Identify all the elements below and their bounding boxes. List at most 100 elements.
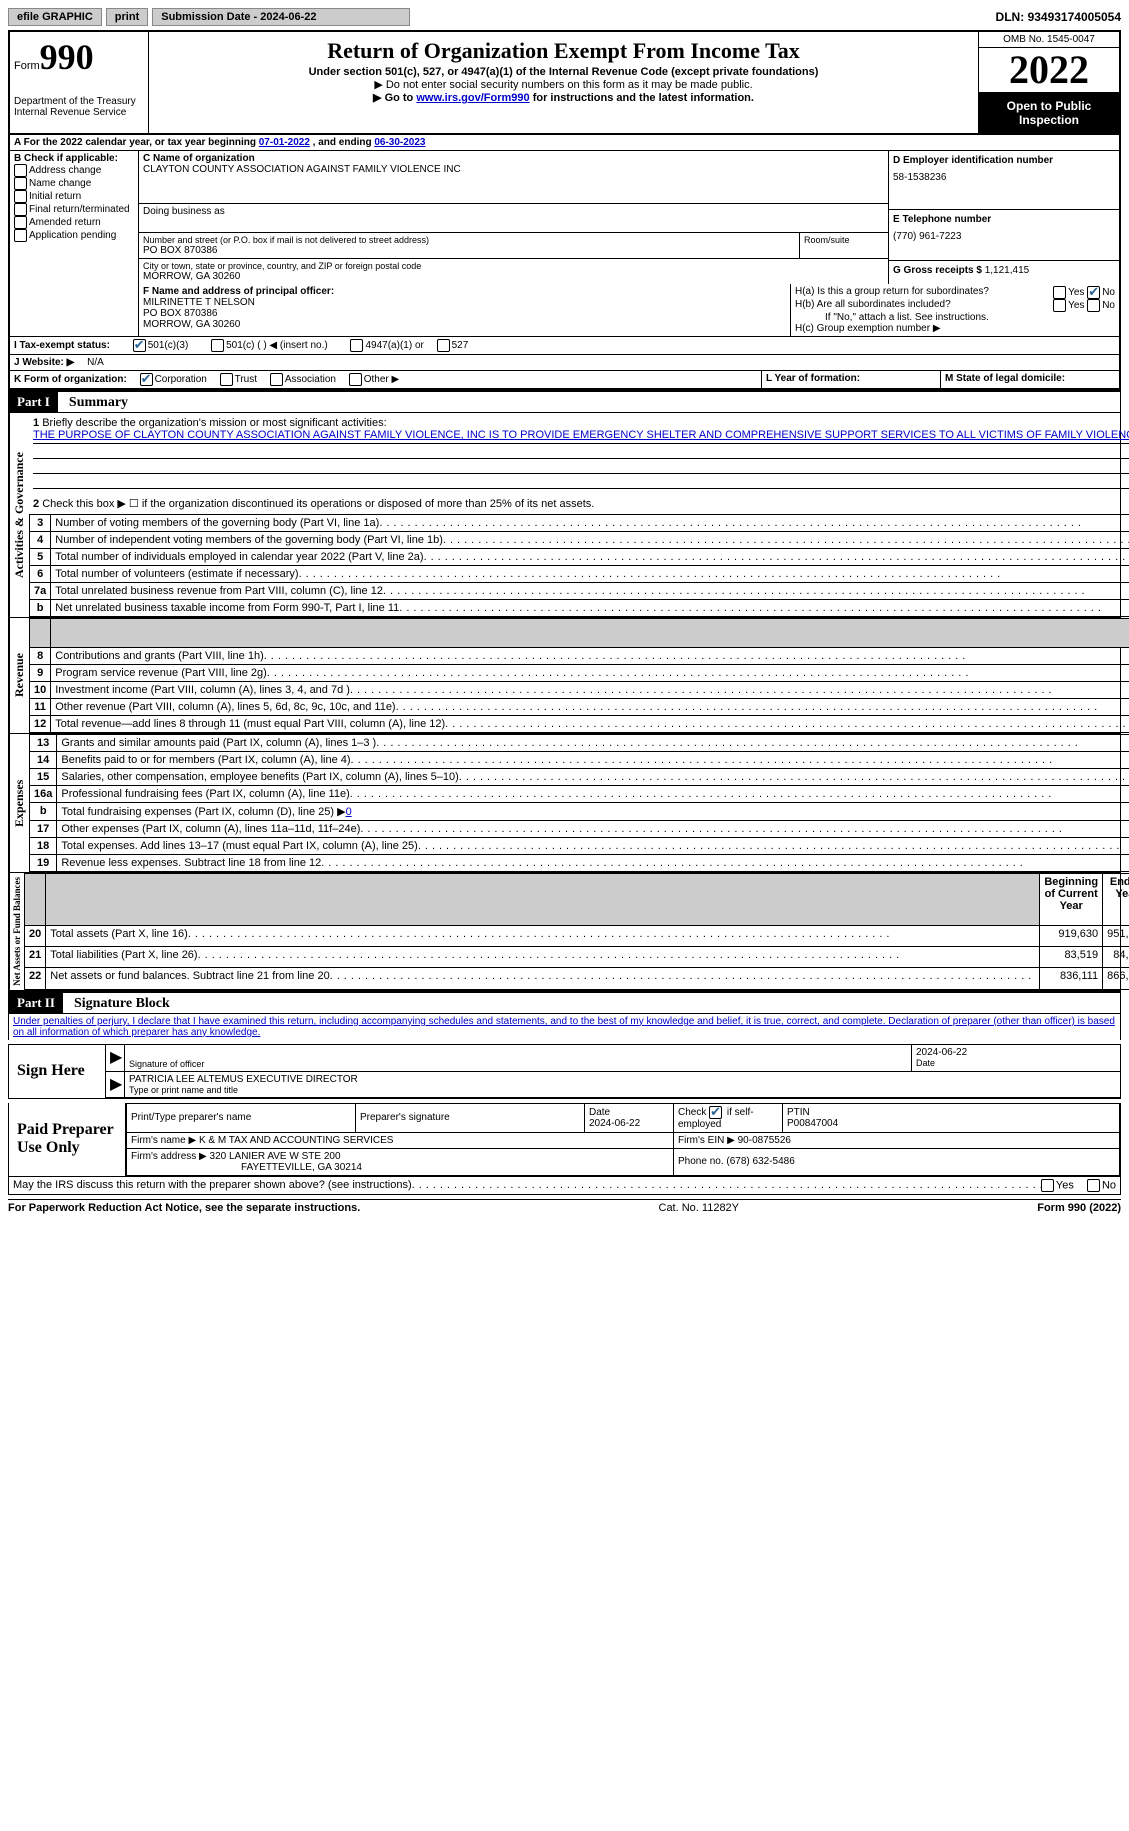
period-end: 06-30-2023: [374, 137, 425, 148]
efile-tag: efile GRAPHIC: [8, 8, 102, 26]
prep-name-label: Print/Type preparer's name: [131, 1112, 351, 1123]
klm-row: K Form of organization: Corporation Trus…: [8, 371, 1121, 390]
cb-501c[interactable]: [211, 339, 224, 352]
officer-city: MORROW, GA 30260: [143, 319, 786, 330]
section-b-label: B Check if applicable:: [14, 153, 134, 164]
line1-label: Briefly describe the organization's miss…: [42, 417, 386, 429]
cb-trust[interactable]: [220, 373, 233, 386]
cb-hb-no[interactable]: [1087, 299, 1100, 312]
cb-other[interactable]: [349, 373, 362, 386]
cb-name-change[interactable]: [14, 177, 27, 190]
irs-label: Internal Revenue Service: [14, 107, 144, 118]
firm-phone: (678) 632-5486: [726, 1156, 794, 1167]
cb-app-pending[interactable]: [14, 229, 27, 242]
k-label: K Form of organization:: [14, 374, 127, 385]
line22-end: 866,886: [1103, 968, 1129, 989]
city-label: City or town, state or province, country…: [143, 261, 884, 271]
sign-here-label: Sign Here: [9, 1045, 106, 1098]
cb-self-employed[interactable]: [709, 1106, 722, 1119]
cb-527[interactable]: [437, 339, 450, 352]
penalties-text: Under penalties of perjury, I declare th…: [8, 1014, 1121, 1040]
room-label: Room/suite: [804, 235, 884, 245]
cb-final-return[interactable]: [14, 203, 27, 216]
line7b-label: Net unrelated business taxable income fr…: [55, 602, 399, 614]
mission-text: THE PURPOSE OF CLAYTON COUNTY ASSOCIATIO…: [33, 429, 1129, 444]
cb-address-change[interactable]: [14, 164, 27, 177]
dln: DLN: 93493174005054: [996, 10, 1121, 24]
cb-4947[interactable]: [350, 339, 363, 352]
phone-value: (770) 961-7223: [893, 231, 1115, 242]
line3-label: Number of voting members of the governin…: [55, 517, 379, 529]
h-b-note: If "No," attach a list. See instructions…: [795, 312, 1115, 323]
org-name-label: C Name of organization: [143, 153, 884, 164]
irs-link[interactable]: www.irs.gov/Form990: [416, 92, 529, 104]
sign-block: Sign Here ▶ Signature of officer 2024-06…: [8, 1044, 1121, 1099]
cb-amended[interactable]: [14, 216, 27, 229]
officer-name: MILRINETTE T NELSON: [143, 297, 786, 308]
tax-year: 2022: [979, 48, 1119, 93]
preparer-block: Paid Preparer Use Only Print/Type prepar…: [8, 1103, 1121, 1177]
firm-ein: 90-0875526: [738, 1135, 791, 1146]
cb-initial-return[interactable]: [14, 190, 27, 203]
footer-left: For Paperwork Reduction Act Notice, see …: [8, 1202, 360, 1214]
form-header: Form990 Department of the Treasury Inter…: [8, 30, 1121, 135]
discuss-row: May the IRS discuss this return with the…: [8, 1177, 1121, 1195]
governance-section: Activities & Governance 1 Briefly descri…: [8, 413, 1121, 618]
entity-block: B Check if applicable: Address change Na…: [8, 151, 1121, 284]
form-title: Return of Organization Exempt From Incom…: [153, 38, 974, 64]
note-ssn: ▶ Do not enter social security numbers o…: [153, 78, 974, 91]
governance-table: 3Number of voting members of the governi…: [29, 514, 1129, 617]
dba-label: Doing business as: [143, 206, 225, 217]
gross-value: 1,121,415: [985, 265, 1030, 276]
top-bar: efile GRAPHIC print Submission Date - 20…: [8, 8, 1121, 26]
line22-begin: 836,111: [1040, 968, 1103, 989]
line16b-val: 0: [346, 806, 352, 818]
city: MORROW, GA 30260: [143, 271, 884, 282]
part-ii-title: Signature Block: [74, 996, 170, 1011]
phone-label: E Telephone number: [893, 214, 1115, 225]
line6-label: Total number of volunteers (estimate if …: [55, 568, 298, 580]
officer-block: F Name and address of principal officer:…: [8, 284, 1121, 337]
paid-prep-label: Paid Preparer Use Only: [9, 1103, 126, 1176]
website-row: J Website: ▶ N/A: [8, 355, 1121, 371]
cb-ha-yes[interactable]: [1053, 286, 1066, 299]
cb-discuss-no[interactable]: [1087, 1179, 1100, 1192]
line20-begin: 919,630: [1040, 925, 1103, 946]
cb-hb-yes[interactable]: [1053, 299, 1066, 312]
revenue-table: Prior YearCurrent Year 8Contributions an…: [29, 618, 1129, 733]
tax-exempt-row: I Tax-exempt status: 501(c)(3) 501(c) ( …: [8, 337, 1121, 355]
period-label: A For the 2022 calendar year, or tax yea…: [14, 137, 259, 148]
line20-end: 951,612: [1103, 925, 1129, 946]
cb-corp[interactable]: [140, 373, 153, 386]
l-label: L Year of formation:: [766, 373, 860, 384]
officer-name-title: PATRICIA LEE ALTEMUS EXECUTIVE DIRECTOR: [129, 1074, 1116, 1085]
line2-text: Check this box ▶ ☐ if the organization d…: [42, 498, 594, 510]
line21-begin: 83,519: [1040, 947, 1103, 968]
vlabel-netassets: Net Assets or Fund Balances: [9, 873, 24, 990]
cb-discuss-yes[interactable]: [1041, 1179, 1054, 1192]
cb-501c3[interactable]: [133, 339, 146, 352]
form-number: Form990: [14, 36, 144, 78]
firm-name: K & M TAX AND ACCOUNTING SERVICES: [199, 1135, 394, 1146]
netassets-table: Beginning of Current YearEnd of Year 20T…: [24, 873, 1129, 990]
h-c-label: H(c) Group exemption number ▶: [795, 323, 1115, 334]
part-ii-badge: Part II: [9, 993, 63, 1013]
street: PO BOX 870386: [143, 245, 795, 256]
print-button[interactable]: print: [106, 8, 148, 26]
ein-label: D Employer identification number: [893, 155, 1115, 166]
sig-officer-label: Signature of officer: [129, 1059, 907, 1069]
dln-label: DLN:: [996, 10, 1025, 24]
footer-mid: Cat. No. 11282Y: [360, 1202, 1037, 1214]
line4-label: Number of independent voting members of …: [55, 534, 443, 546]
part-i-title: Summary: [69, 395, 128, 410]
check-self-employed: Check if self-employed: [678, 1107, 754, 1130]
line5-label: Total number of individuals employed in …: [55, 551, 423, 563]
cb-ha-no[interactable]: [1087, 286, 1100, 299]
sig-date: 2024-06-22: [916, 1047, 1116, 1058]
part-i-badge: Part I: [9, 392, 58, 412]
vlabel-expenses: Expenses: [9, 734, 29, 872]
h-b-label: H(b) Are all subordinates included?: [795, 299, 1053, 312]
line7a-label: Total unrelated business revenue from Pa…: [55, 585, 383, 597]
cb-assoc[interactable]: [270, 373, 283, 386]
period-begin: 07-01-2022: [259, 137, 310, 148]
